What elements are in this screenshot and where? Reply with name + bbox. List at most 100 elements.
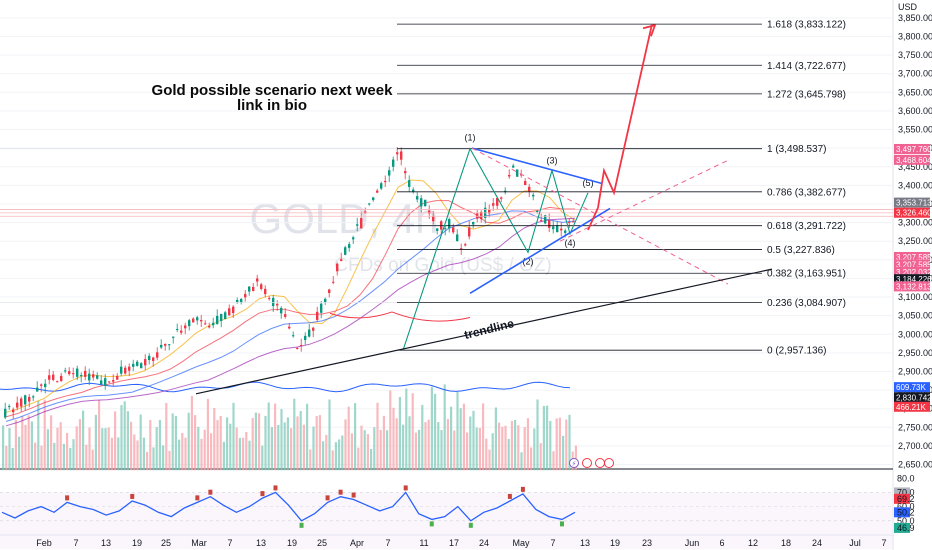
volume-bar [386,430,389,471]
candle-body [432,216,435,222]
volume-bar [546,405,549,471]
candle-body [508,174,511,177]
candle-body [348,244,351,248]
rsi-bear-marker [325,495,330,501]
candle-body [56,381,59,383]
time-tick-label: Jul [849,538,861,548]
lightning-icon[interactable] [569,458,579,468]
rsi-bull-marker [559,521,564,527]
volume-bar [520,452,523,471]
price-tick-label: 3,400.000 [898,180,932,190]
time-tick-label: 19 [610,538,620,548]
volume-bar [408,416,411,471]
candle-body [120,366,123,374]
candle-body [436,228,439,231]
candle-body [416,196,419,200]
price-tick-label: 3,800.000 [898,31,932,41]
volume-bar [229,423,232,471]
time-tick-label: 7 [385,538,390,548]
volume-bar [488,449,491,471]
fib-level-label: 1.272 (3,645.798) [767,89,846,100]
volume-bar [370,448,373,471]
price-tag [894,281,930,292]
event-icons[interactable]: ⚡ [569,458,614,469]
candle-body [68,371,71,375]
elliott-wave-path [402,147,589,351]
volume-bar [446,418,449,471]
us-flag-icon[interactable] [595,458,605,468]
volume-bar [405,388,408,471]
candle-body [380,183,383,189]
candle-body [488,209,491,214]
volume-bar [69,447,72,471]
price-tag-label: 3,207.585 [896,253,932,262]
volume-bar [379,430,382,471]
scenario-projection-path [587,24,653,231]
candle-body [464,244,467,246]
volume-bar [309,449,312,471]
volume-bar [475,427,478,471]
us-flag-icon[interactable] [604,458,614,468]
price-tag-label: 466.21K [896,403,926,412]
volume-bar [354,403,357,471]
volume-bar [494,407,497,471]
volume-bar [462,403,465,471]
price-tag [894,392,930,403]
volume-bar [469,416,472,471]
volume-bar [539,443,542,471]
rsi-bear-marker [260,491,265,497]
currency-label: USD [898,2,918,12]
volume-bar [424,422,427,471]
watermark-symbol: GOLD, 4h [249,195,438,242]
volume-bar [558,417,561,471]
volume-bar [290,428,293,471]
price-tag [894,154,930,165]
volume-bar [18,436,21,471]
wave-label: (4) [565,238,576,248]
volume-bar [514,420,517,471]
volume-bar [286,417,289,471]
time-tick-label: 18 [781,538,791,548]
price-tick-label: 3,450.000 [898,162,932,172]
candle-body [24,395,27,405]
candle-body [140,363,143,369]
candle-body [48,375,51,380]
price-tick-label: 2,650.000 [898,460,932,470]
candle-body [228,308,231,316]
candle-body [560,228,563,231]
volume-bar [117,437,120,471]
candle-body [216,315,219,325]
candle-body [160,344,163,348]
candle-body [340,259,343,262]
candle-body [424,199,427,207]
fib-level-label: 0.5 (3,227.836) [767,245,835,256]
price-tag-label: 3,184.226 [896,275,932,284]
volume-bar [136,440,139,471]
volume-bar [382,415,385,471]
candle-body [444,228,447,230]
price-axis: 3,850.000 3,800.000 3,750.000 3,700.000 3,65… [894,13,932,470]
volume-bar [299,411,302,471]
fib-level-label: 1 (3,498.537) [767,144,827,155]
candle-body [176,329,179,331]
volume-bar [427,419,430,471]
candle-body [28,396,31,402]
rsi-line [1,491,576,522]
candle-body [252,286,255,292]
moving-average-line [5,217,576,427]
volume-bar [267,402,270,471]
us-flag-icon[interactable] [582,458,592,468]
rsi-tick-label: 60.0 [897,502,915,512]
candle-body [388,170,391,176]
time-tick-label: 7 [73,538,78,548]
candle-body [88,373,91,381]
candle-body [36,387,39,392]
volume-bar [254,412,257,471]
volume-bar [491,433,494,471]
volume-bar [165,402,168,471]
candle-body [344,247,347,255]
rsi-value-tag [894,493,910,504]
volume-bar [66,432,69,471]
candle-body [260,284,263,289]
candle-body [104,378,107,386]
